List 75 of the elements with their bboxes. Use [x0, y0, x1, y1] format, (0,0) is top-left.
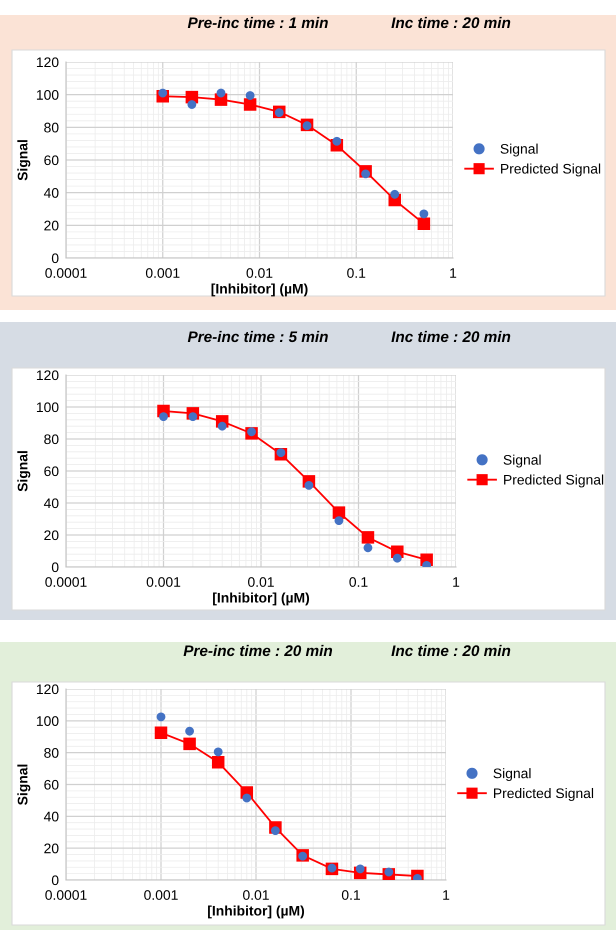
- y-tick-label: 20: [44, 220, 59, 231]
- point: [242, 794, 252, 802]
- y-axis-title: Signal: [17, 451, 30, 492]
- y-tick-label: 0: [52, 253, 59, 264]
- y-tick-label: 0: [52, 875, 59, 886]
- x-tick-label: 0.001: [146, 577, 180, 587]
- y-tick-label: 100: [36, 90, 59, 100]
- point: [334, 516, 344, 525]
- point: [419, 210, 428, 218]
- chart-subtitle: Inc time : 20 min: [391, 330, 510, 342]
- legend-label: Predicted Signal: [494, 788, 594, 801]
- point: [187, 100, 196, 109]
- point: [332, 506, 346, 519]
- point: [154, 726, 168, 740]
- x-axis-title: [Inhibitor] (µM): [213, 592, 310, 606]
- point: [216, 88, 226, 98]
- y-axis-title: Signal: [17, 140, 30, 180]
- y-tick-label: 40: [44, 812, 59, 822]
- point: [183, 738, 196, 750]
- x-tick-label: 0.1: [349, 577, 368, 587]
- point: [185, 726, 194, 736]
- x-tick-label: 0.1: [342, 890, 360, 900]
- y-tick-label: 80: [44, 434, 59, 444]
- x-tick-label: 1: [453, 577, 460, 587]
- y-tick-label: 60: [44, 466, 59, 476]
- legend-label: Signal: [504, 454, 541, 468]
- x-tick-label: 0.01: [243, 890, 269, 900]
- x-axis-title: [Inhibitor] (µM): [208, 905, 304, 918]
- point: [158, 88, 168, 98]
- x-tick-label: 0.1: [347, 268, 366, 278]
- point: [244, 98, 256, 111]
- y-tick-label: 20: [44, 530, 59, 540]
- y-axis-title: Signal: [17, 764, 30, 805]
- chart-title: Pre-inc time : 1 min: [188, 16, 328, 28]
- point: [364, 543, 372, 552]
- legend-label: Signal: [500, 144, 538, 157]
- x-tick-label: 0.001: [144, 890, 178, 900]
- x-tick-label: 0.01: [248, 577, 274, 587]
- chart-title: Pre-inc time : 5 min: [188, 330, 328, 342]
- y-tick-label: 120: [36, 57, 59, 68]
- y-tick-label: 120: [36, 370, 59, 380]
- x-tick-label: 0.01: [246, 268, 272, 278]
- x-tick-label: 0.0001: [45, 577, 87, 587]
- x-tick-label: 1: [443, 890, 450, 900]
- point: [214, 747, 223, 756]
- point: [156, 712, 166, 722]
- chart-subtitle: Inc time : 20 min: [391, 644, 510, 656]
- y-tick-label: 0: [52, 562, 59, 572]
- x-tick-label: 0.0001: [45, 268, 87, 278]
- y-tick-label: 60: [44, 155, 59, 166]
- legend-label: Signal: [493, 768, 531, 782]
- point: [159, 412, 168, 421]
- y-tick-label: 40: [44, 188, 59, 198]
- chart-title: Pre-inc time : 20 min: [184, 644, 332, 656]
- point: [418, 217, 430, 230]
- y-tick-label: 80: [44, 122, 59, 133]
- x-tick-label: 0.0001: [45, 890, 87, 900]
- point: [212, 756, 224, 768]
- y-tick-label: 100: [36, 716, 59, 726]
- chart-subtitle: Inc time : 20 min: [391, 16, 510, 28]
- y-tick-label: 20: [44, 844, 59, 854]
- legend-label: Predicted Signal: [501, 163, 600, 176]
- point: [392, 554, 402, 563]
- point: [362, 531, 374, 544]
- x-tick-label: 1: [450, 268, 456, 278]
- y-tick-label: 100: [36, 402, 59, 412]
- y-tick-label: 120: [36, 684, 59, 694]
- y-tick-label: 40: [44, 498, 59, 508]
- y-tick-label: 60: [44, 780, 59, 790]
- legend-label: Predicted Signal: [504, 474, 604, 488]
- point: [246, 91, 255, 100]
- x-tick-label: 0.001: [146, 268, 180, 278]
- point: [390, 190, 400, 199]
- y-tick-label: 80: [44, 748, 59, 758]
- x-axis-title: [Inhibitor] (µM): [212, 283, 308, 296]
